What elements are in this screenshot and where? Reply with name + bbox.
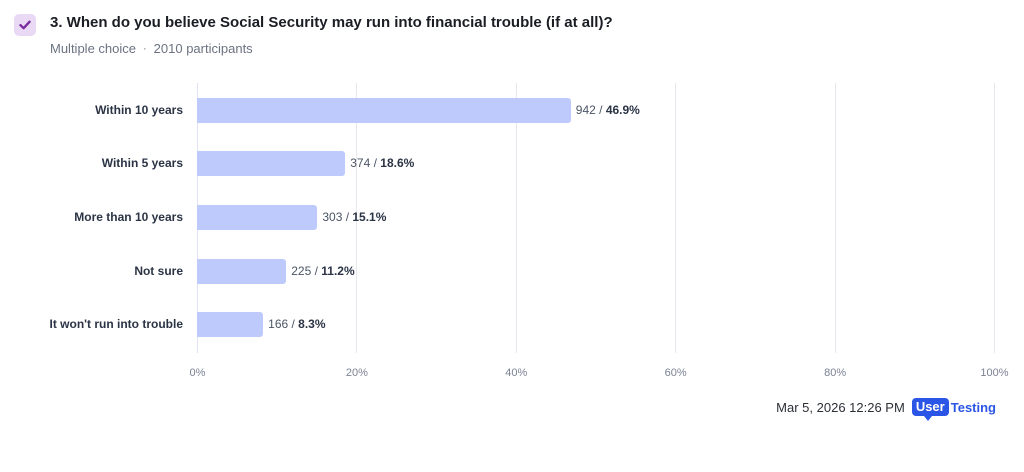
meta-separator: · — [143, 42, 147, 55]
chart-row: It won't run into trouble 166 / 8.3% — [0, 312, 1024, 337]
x-tick-label: 60% — [664, 367, 687, 379]
result-bar[interactable] — [197, 259, 287, 284]
question-header: 3. When do you believe Social Security m… — [14, 12, 613, 56]
x-tick-label: 80% — [824, 367, 847, 379]
category-label: Not sure — [134, 264, 183, 278]
gridline — [834, 83, 836, 353]
x-tick-label: 20% — [345, 367, 368, 379]
result-bar[interactable] — [197, 98, 571, 123]
value-label: 225 / 11.2% — [291, 264, 355, 278]
check-icon — [19, 20, 31, 30]
question-meta: Multiple choice · 2010 participants — [50, 41, 613, 56]
question-title: 3. When do you believe Social Security m… — [50, 14, 613, 31]
chart-row: Not sure 225 / 11.2% — [0, 259, 1024, 284]
result-bar[interactable] — [197, 151, 346, 176]
gridline — [515, 83, 517, 353]
footer: Mar 5, 2026 12:26 PM User Testing — [776, 398, 996, 421]
results-bar-chart: 0% 20% 40% 60% 80% 100% Within 10 years 942 / … — [0, 83, 1024, 379]
gridline — [356, 83, 358, 353]
logo-testing-text: Testing — [950, 399, 996, 415]
chart-row: Within 5 years 374 / 18.6% — [0, 151, 1024, 176]
gridline — [994, 83, 995, 353]
value-label: 942 / 46.9% — [575, 103, 640, 117]
value-label: 166 / 8.3% — [268, 317, 326, 331]
usertesting-logo: User Testing — [911, 398, 996, 421]
category-label: More than 10 years — [74, 210, 183, 224]
value-label: 303 / 15.1% — [322, 210, 387, 224]
question-type: Multiple choice — [50, 41, 136, 56]
category-label: It won't run into trouble — [49, 317, 184, 331]
chart-row: More than 10 years 303 / 15.1% — [0, 205, 1024, 230]
x-tick-label: 0% — [189, 367, 206, 379]
gridline — [675, 83, 677, 353]
category-label: Within 5 years — [101, 156, 183, 170]
chart-row: Within 10 years 942 / 46.9% — [0, 98, 1024, 123]
timestamp: Mar 5, 2026 12:26 PM — [776, 399, 905, 415]
result-bar[interactable] — [197, 312, 264, 337]
result-bar[interactable] — [197, 205, 318, 230]
logo-user-bubble: User — [911, 398, 949, 421]
category-label: Within 10 years — [95, 103, 183, 117]
question-type-badge — [14, 14, 36, 36]
x-tick-label: 40% — [505, 367, 528, 379]
participant-count: 2010 participants — [153, 41, 253, 56]
value-label: 374 / 18.6% — [350, 156, 415, 170]
x-tick-label: 100% — [980, 367, 1009, 379]
